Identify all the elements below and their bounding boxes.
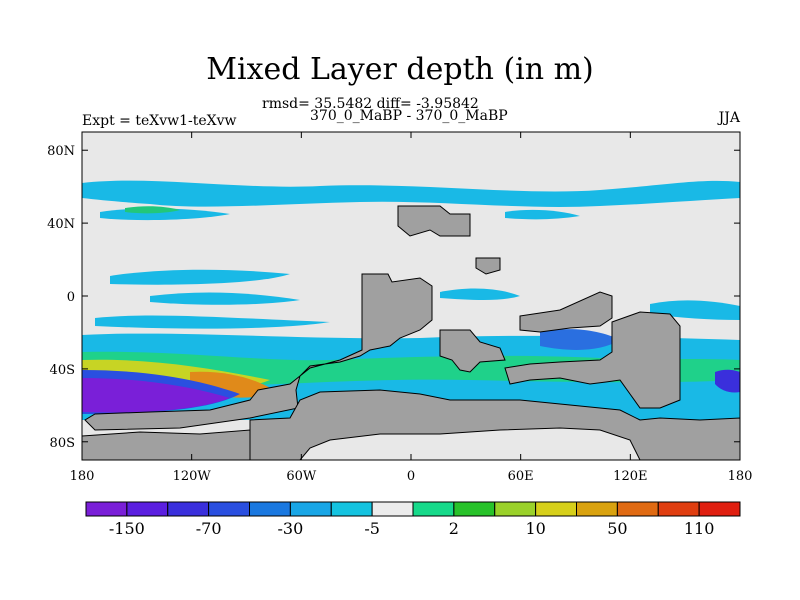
lat-tick-label: 0 — [67, 290, 75, 305]
lat-tick-label: 80N — [47, 144, 75, 159]
lon-tick-label: 120W — [173, 469, 212, 484]
season-label: JJA — [718, 110, 740, 126]
colorbar-label: 50 — [607, 519, 627, 538]
colorbar-swatch — [453, 501, 496, 517]
colorbar-label: 2 — [449, 519, 459, 538]
lon-tick-label: 120E — [613, 469, 647, 484]
landmass-americas — [84, 273, 433, 431]
comparison-line: 370_0_MaBP - 370_0_MaBP — [310, 108, 508, 124]
colorbar-label: -5 — [364, 519, 380, 538]
colorbar-swatch — [535, 501, 577, 517]
southern-east-purple — [715, 369, 740, 393]
colorbar-swatch — [126, 501, 169, 517]
trop-band-2 — [150, 292, 300, 305]
landmass-eurasia — [397, 205, 471, 237]
landmass-antarctic-coast — [81, 429, 251, 461]
map-title: Mixed Layer depth (in m) — [206, 52, 594, 87]
colorbar-label: -150 — [109, 519, 145, 538]
colorbar-swatch — [208, 501, 250, 517]
colorbar-label: -70 — [196, 519, 222, 538]
colorbar-label: -30 — [277, 519, 303, 538]
colorbar-swatch — [330, 501, 373, 517]
lat-tick-label: 80S — [50, 436, 75, 451]
colorbar-swatch — [167, 501, 210, 517]
lat-tick-label: 40S — [50, 363, 75, 378]
landmass-north-america-small — [475, 257, 501, 275]
colorbar-labels: -150 -70 -30 -5 2 10 50 110 — [109, 519, 715, 538]
colorbar-swatch — [698, 501, 741, 517]
trop-band-east2 — [440, 288, 520, 300]
colorbar-swatch — [616, 501, 659, 517]
lon-axis: 180 120W 60W 0 60E 120E 180 — [70, 132, 753, 484]
lon-tick-label: 60W — [286, 469, 317, 484]
lon-tick-label: 0 — [407, 469, 415, 484]
lon-tick-label: 60E — [508, 469, 534, 484]
colorbar-swatch — [657, 501, 700, 517]
colorbar-swatch — [371, 501, 414, 517]
north-band-3 — [505, 209, 580, 220]
lon-tick-label: 180 — [70, 469, 95, 484]
experiment-label: Expt = teXvw1-teXvw — [82, 113, 237, 129]
landmass-australia — [504, 311, 681, 409]
colorbar-label: 110 — [684, 519, 715, 538]
colorbar-swatch — [289, 501, 332, 517]
landmass-africa — [439, 329, 506, 373]
colorbar-swatch — [576, 501, 618, 517]
lat-axis: 80N 40N 0 40S 80S — [47, 144, 740, 451]
colorbar-label: 10 — [525, 519, 545, 538]
trop-band-3 — [95, 315, 330, 329]
north-band — [82, 180, 740, 207]
stats-line: rmsd= 35.5482 diff= -3.95842 — [262, 96, 479, 112]
lat-tick-label: 40N — [47, 217, 75, 232]
colorbar-swatch — [249, 501, 291, 517]
colorbar-swatch — [412, 501, 455, 517]
landmass-asia-east — [519, 291, 613, 333]
indian-ocean-blue — [540, 329, 620, 350]
trop-band-east — [650, 300, 740, 320]
colorbar-swatch — [494, 501, 537, 517]
colorbar-swatch — [85, 501, 128, 517]
north-band-green — [125, 206, 180, 214]
lon-tick-label: 180 — [728, 469, 753, 484]
colorbar — [85, 501, 741, 517]
trop-band-1 — [110, 269, 290, 285]
southern-band-purple — [82, 378, 230, 413]
